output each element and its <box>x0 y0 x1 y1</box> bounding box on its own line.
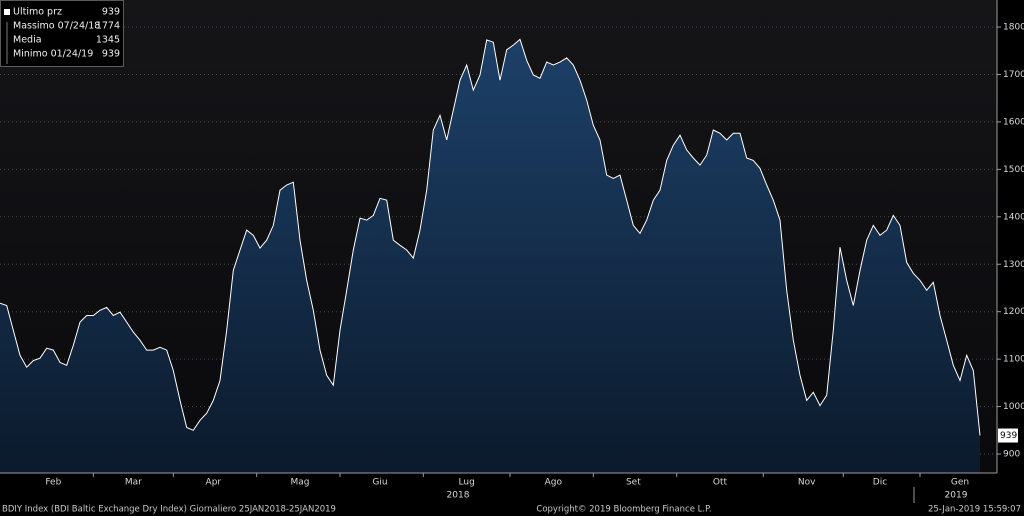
legend-value: 1345 <box>96 35 120 46</box>
legend-label: Ultimo prz <box>13 7 62 18</box>
legend-value: 939 <box>102 7 120 18</box>
x-tick-label: Giu <box>372 478 387 488</box>
year-label: 2018 <box>447 491 470 501</box>
year-label: 2019 <box>945 491 968 501</box>
legend-value: 1774 <box>96 21 120 32</box>
legend-label: Media <box>13 35 42 46</box>
area <box>0 39 980 474</box>
legend-label: Massimo 07/24/18 <box>13 21 100 32</box>
y-tick-label: 1400 <box>1003 212 1024 222</box>
last-value-label: 939 <box>1000 431 1017 441</box>
x-tick-label: Apr <box>206 478 222 488</box>
y-tick-label: 1100 <box>1003 355 1024 365</box>
line <box>0 38 981 436</box>
x-tick-label: Feb <box>45 478 61 488</box>
x-tick-label: Set <box>626 478 641 488</box>
y-tick-label: 1700 <box>1003 70 1024 80</box>
x-tick-label: Gen <box>951 478 969 488</box>
legend-icon <box>4 9 10 15</box>
footer-left: BDIY Index (BDI Baltic Exchange Dry Inde… <box>2 505 336 515</box>
y-tick-label: 1300 <box>1003 260 1024 270</box>
x-tick-label: Mag <box>291 478 310 488</box>
y-tick-label: 1200 <box>1003 307 1024 317</box>
x-tick-label: Dic <box>873 478 887 488</box>
footer-center: Copyright© 2019 Bloomberg Finance L.P. <box>536 505 711 515</box>
y-tick-label: 1500 <box>1003 165 1024 175</box>
y-tick-label: 1600 <box>1003 117 1024 127</box>
y-tick-label: 900 <box>1003 450 1020 460</box>
legend-box <box>0 0 124 67</box>
x-tick-label: Mar <box>125 478 142 488</box>
y-tick-label: 1000 <box>1003 402 1024 412</box>
y-tick-label: 1800 <box>1003 23 1024 33</box>
footer-right: 25-Jan-2019 15:59:07 <box>928 505 1021 515</box>
x-tick-label: Nov <box>798 478 816 488</box>
legend-value: 939 <box>102 49 120 60</box>
x-tick-label: Ott <box>713 478 728 488</box>
last-value-box <box>998 428 1018 443</box>
x-tick-label: Ago <box>545 478 563 488</box>
x-tick-label: Lug <box>459 478 475 488</box>
legend-label: Minimo 01/24/19 <box>13 49 93 60</box>
